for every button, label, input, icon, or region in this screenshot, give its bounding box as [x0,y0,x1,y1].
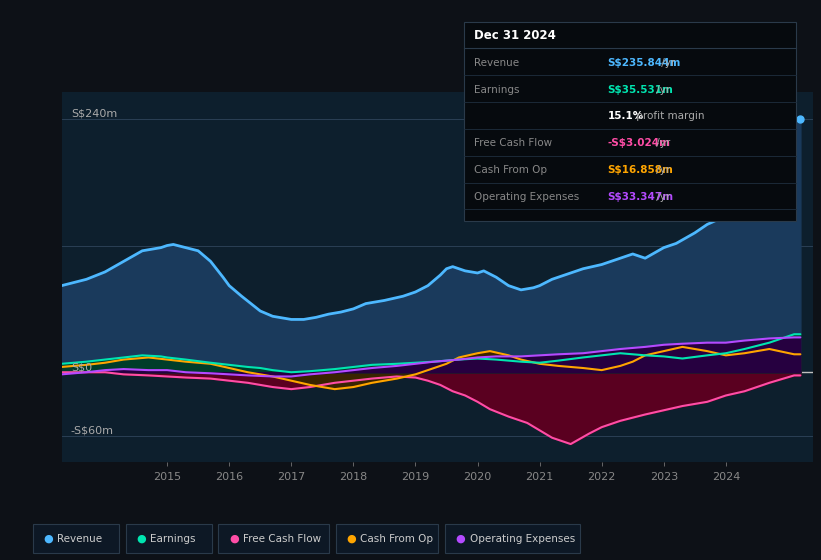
Text: Dec 31 2024: Dec 31 2024 [474,29,556,42]
Text: /yr: /yr [654,165,671,175]
Text: S$16.858m: S$16.858m [608,165,673,175]
Text: Cash From Op: Cash From Op [360,534,433,544]
Text: profit margin: profit margin [633,111,704,122]
Text: 15.1%: 15.1% [608,111,644,122]
Text: S$240m: S$240m [71,109,117,119]
Text: Free Cash Flow: Free Cash Flow [474,138,552,148]
Text: ●: ● [136,534,146,544]
Text: /yr: /yr [654,85,671,95]
Text: Revenue: Revenue [57,534,103,544]
Text: Revenue: Revenue [474,58,519,68]
Text: -S$3.024m: -S$3.024m [608,138,671,148]
Text: ●: ● [456,534,466,544]
Text: S$235.844m: S$235.844m [608,58,681,68]
Text: Free Cash Flow: Free Cash Flow [243,534,321,544]
Text: /yr: /yr [654,138,671,148]
Text: ●: ● [229,534,239,544]
Text: Cash From Op: Cash From Op [474,165,547,175]
Text: ●: ● [346,534,356,544]
Text: /yr: /yr [658,58,676,68]
Text: -S$60m: -S$60m [71,426,114,436]
Text: ●: ● [44,534,53,544]
Text: S$35.531m: S$35.531m [608,85,673,95]
Text: /yr: /yr [654,192,671,202]
Text: S$33.347m: S$33.347m [608,192,674,202]
Text: S$0: S$0 [71,362,92,372]
Text: Earnings: Earnings [474,85,519,95]
Text: Operating Expenses: Operating Expenses [474,192,579,202]
Text: Earnings: Earnings [150,534,195,544]
Text: Operating Expenses: Operating Expenses [470,534,575,544]
